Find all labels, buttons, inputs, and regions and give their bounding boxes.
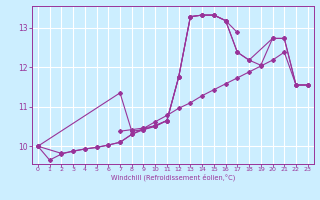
X-axis label: Windchill (Refroidissement éolien,°C): Windchill (Refroidissement éolien,°C) <box>111 174 235 181</box>
